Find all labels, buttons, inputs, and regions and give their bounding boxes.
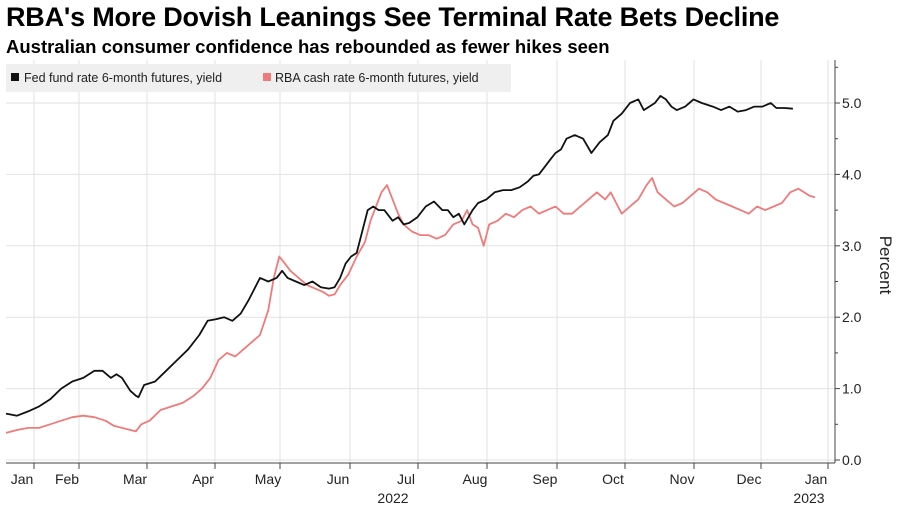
x-tick-label-aug: Aug — [463, 471, 488, 487]
legend-label-rba: RBA cash rate 6-month futures, yield — [275, 71, 479, 85]
y-tick-label: 5.0 — [842, 95, 862, 111]
x-tick-label-sep: Sep — [533, 471, 558, 487]
y-tick-label: 2.0 — [842, 309, 862, 325]
legend-label-fed: Fed fund rate 6-month futures, yield — [24, 71, 222, 85]
x-tick-label-jan: Jan — [11, 471, 34, 487]
x-tick-label-apr: Apr — [192, 471, 214, 487]
x-tick-label-mar: Mar — [123, 471, 147, 487]
x-year-label-2023: 2023 — [793, 490, 824, 506]
axes: 0.0 1.0 2.0 3.0 4.0 5.0 Percent Jan Feb Mar Apr May… — [6, 60, 895, 506]
y-tick-label: 0.0 — [842, 452, 862, 468]
chart-title: RBA's More Dovish Leanings See Terminal … — [6, 2, 780, 32]
series-line-rba — [5, 177, 816, 434]
legend-swatch-fed — [11, 73, 19, 81]
x-tick-label-jul: Jul — [397, 471, 415, 487]
legend-swatch-rba — [263, 73, 271, 81]
gridlines — [6, 60, 835, 463]
x-tick-label-oct: Oct — [602, 471, 624, 487]
x-tick-label-may: May — [255, 471, 281, 487]
y-tick-label: 1.0 — [842, 381, 862, 397]
x-tick-label-jun: Jun — [327, 471, 350, 487]
y-axis-title: Percent — [876, 236, 895, 295]
series-lines — [5, 95, 816, 434]
y-tick-label: 3.0 — [842, 238, 862, 254]
legend-background — [6, 64, 511, 92]
x-tick-label-feb: Feb — [55, 471, 79, 487]
x-year-label-2022: 2022 — [377, 490, 408, 506]
legend: Fed fund rate 6-month futures, yield RBA… — [6, 64, 511, 92]
x-tick-label-jan: Jan — [805, 471, 828, 487]
y-tick-label: 4.0 — [842, 166, 862, 182]
series-line-fed — [5, 95, 793, 417]
x-tick-label-dec: Dec — [737, 471, 762, 487]
x-tick-label-nov: Nov — [670, 471, 695, 487]
chart-subtitle: Australian consumer confidence has rebou… — [6, 36, 610, 57]
